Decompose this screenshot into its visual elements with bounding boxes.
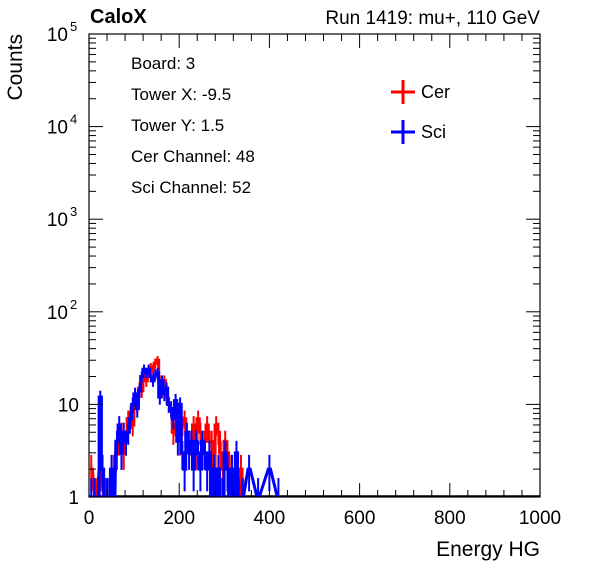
y-tick-label: 10 — [47, 210, 68, 231]
y-tick-label: 1 — [68, 488, 79, 509]
y-tick-exponent: 5 — [70, 19, 77, 34]
y-tick-label: 10 — [47, 118, 68, 139]
y-tick-exponent: 2 — [70, 297, 77, 312]
info-board: Board: 3 — [131, 54, 196, 73]
x-tick-label: 400 — [254, 508, 286, 529]
experiment-title: CaloX — [90, 6, 147, 28]
x-tick-label: 800 — [434, 508, 466, 529]
y-tick-label: 10 — [47, 25, 68, 46]
legend-marker-sci — [391, 120, 415, 144]
info-cer-channel: Cer Channel: 48 — [131, 147, 255, 166]
legend-label-sci: Sci — [421, 122, 447, 142]
y-tick-exponent: 3 — [70, 204, 77, 219]
y-tick-label: 10 — [58, 395, 79, 416]
y-tick-label: 10 — [47, 303, 68, 324]
series-sci — [90, 364, 280, 497]
plot-frame — [88, 33, 541, 498]
info-tower-y: Tower Y: 1.5 — [131, 116, 225, 135]
x-axis-title: Energy HG — [436, 538, 540, 561]
info-sci-channel: Sci Channel: 52 — [131, 178, 252, 197]
y-tick-exponent: 4 — [70, 112, 77, 127]
y-axis-title: Counts — [4, 34, 27, 101]
x-tick-label: 1000 — [519, 508, 561, 529]
legend-marker-cer — [391, 80, 415, 104]
info-tower-x: Tower X: -9.5 — [131, 85, 232, 104]
x-tick-label: 600 — [344, 508, 376, 529]
legend-label-cer: Cer — [421, 82, 451, 102]
run-info: Run 1419: mu+, 110 GeV — [325, 8, 540, 29]
x-tick-label: 200 — [163, 508, 195, 529]
x-tick-label: 0 — [84, 508, 95, 529]
